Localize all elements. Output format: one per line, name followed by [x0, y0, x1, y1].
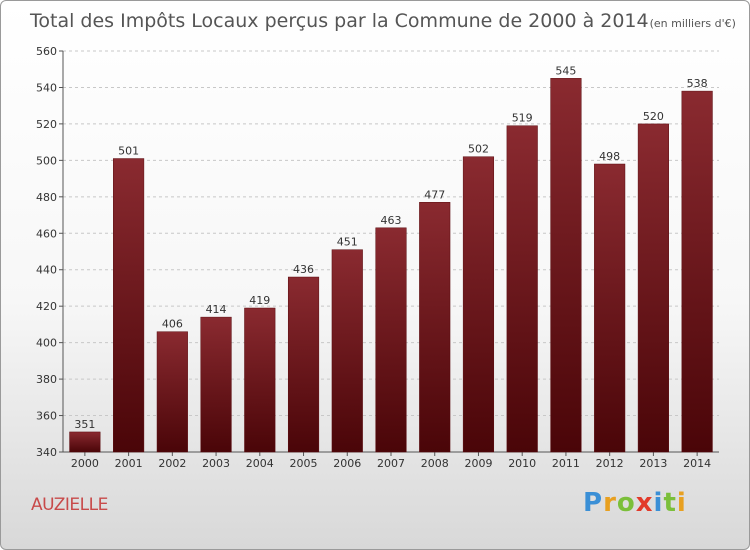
x-tick-label: 2010 — [508, 457, 536, 470]
bar-2013 — [637, 123, 669, 453]
x-tick-label: 2007 — [377, 457, 405, 470]
x-tick-label: 2011 — [552, 457, 580, 470]
bar-2012 — [594, 163, 626, 453]
y-tick-label: 340 — [36, 446, 57, 459]
bar-2011 — [550, 78, 582, 453]
logo-letter: r — [603, 488, 617, 518]
bar-2007 — [375, 227, 407, 453]
y-tick-label: 360 — [36, 410, 57, 423]
bar-2005 — [287, 276, 320, 453]
x-tick-label: 2009 — [464, 457, 492, 470]
commune-name: AUZIELLE — [31, 495, 108, 515]
y-tick-label: 380 — [36, 373, 57, 386]
bar-2008 — [419, 202, 451, 453]
bar-value-label: 520 — [643, 110, 664, 123]
bar-value-label: 477 — [424, 188, 445, 201]
y-tick-label: 560 — [36, 45, 57, 58]
bar-value-label: 451 — [337, 236, 358, 249]
chart-title-text: Total des Impôts Locaux perçus par la Co… — [29, 10, 649, 32]
bar-2009 — [462, 156, 495, 453]
x-tick-label: 2014 — [683, 457, 711, 470]
bar-value-label: 419 — [249, 294, 270, 307]
y-tick-label: 500 — [36, 154, 57, 167]
bar-2002 — [156, 331, 188, 453]
bar-value-labels: 351 501 406 414 419 436 451 463 477 502 519 545 498 5… — [74, 64, 707, 431]
x-tick-label: 2000 — [71, 457, 99, 470]
x-tick-label: 2006 — [333, 457, 361, 470]
y-tick-label: 400 — [36, 337, 57, 350]
logo-letter: P — [583, 488, 604, 518]
x-tick-label: 2012 — [596, 457, 624, 470]
bar-value-label: 545 — [555, 64, 576, 77]
chart-title: Total des Impôts Locaux perçus par la Co… — [29, 10, 736, 32]
x-tick-label: 2008 — [421, 457, 449, 470]
bar-value-label: 498 — [599, 150, 620, 163]
x-tick-label: 2005 — [290, 457, 318, 470]
y-tick-label: 540 — [36, 81, 57, 94]
x-tick-label: 2013 — [639, 457, 667, 470]
chart-unit-text: (en milliers d'€) — [650, 17, 736, 30]
bar-2010 — [506, 125, 538, 453]
x-tick-label: 2004 — [246, 457, 274, 470]
bar-2006 — [331, 249, 363, 453]
bar-value-label: 351 — [74, 418, 95, 431]
logo-letter: t — [663, 488, 677, 518]
y-tick-label: 460 — [36, 227, 57, 240]
bar-value-label: 501 — [118, 145, 139, 158]
x-tick-labels: 2000 2001 2002 2003 2004 2005 2006 2007 2008 2009… — [71, 457, 711, 470]
bar-value-label: 519 — [512, 112, 533, 125]
y-tick-labels: 340 360 380 400 420 440 460 480 500 520 540 560 — [36, 45, 57, 459]
y-tick-label: 480 — [36, 191, 57, 204]
bar-value-label: 414 — [206, 303, 227, 316]
bars — [69, 78, 713, 453]
bar-value-label: 502 — [468, 143, 489, 156]
bar-value-label: 538 — [687, 77, 708, 90]
bar-value-label: 436 — [293, 263, 314, 276]
x-tick-label: 2003 — [202, 457, 230, 470]
logo-letter: i — [653, 488, 664, 518]
logo-letter: o — [616, 488, 636, 518]
bar-2003 — [200, 316, 232, 453]
bar-value-label: 406 — [162, 318, 183, 331]
logo-letter: x — [635, 488, 654, 518]
bar-2000 — [69, 431, 101, 453]
bar-2014 — [681, 90, 713, 453]
y-tick-label: 420 — [36, 300, 57, 313]
x-tick-label: 2002 — [158, 457, 186, 470]
y-tick-label: 440 — [36, 264, 57, 277]
bar-2001 — [113, 158, 145, 453]
bar-value-label: 463 — [381, 214, 402, 227]
x-tick-label: 2001 — [115, 457, 143, 470]
y-tick-label: 520 — [36, 118, 57, 131]
logo-letter: i — [676, 488, 687, 518]
bar-2004 — [244, 307, 276, 453]
proxiti-logo: Proxiti — [583, 488, 687, 518]
